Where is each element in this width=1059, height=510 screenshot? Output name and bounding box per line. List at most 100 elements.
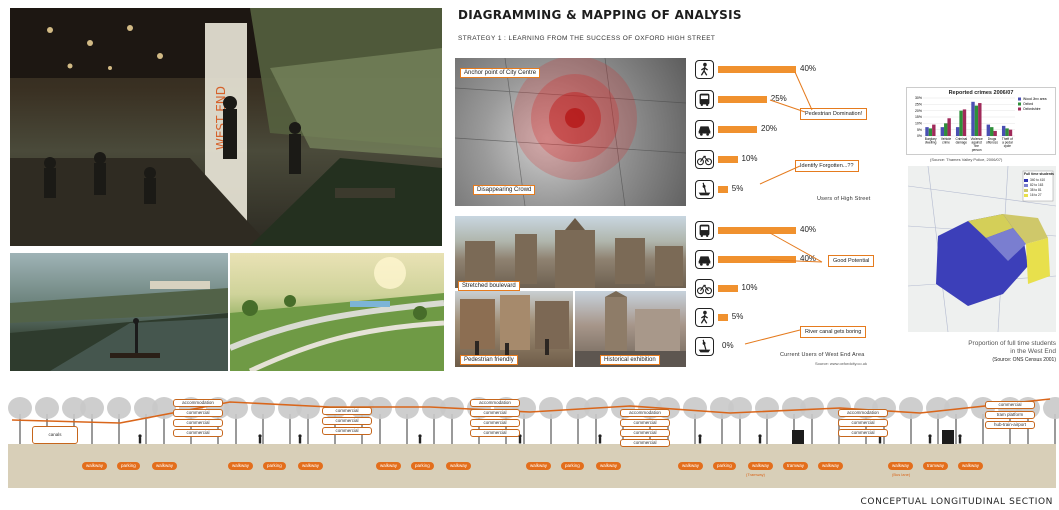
- callout-good-potential: Good Potential: [828, 255, 875, 267]
- crime-bar: [962, 109, 967, 136]
- section-stack-box: commercial: [322, 407, 372, 415]
- crime-bar: [944, 123, 948, 136]
- section-stack-box: commercial: [322, 427, 372, 435]
- street-overlay: [460, 295, 569, 357]
- bus-icon: [942, 430, 954, 444]
- section-ground-label: walkway: [228, 462, 254, 470]
- crime-bar: [978, 103, 982, 136]
- page-title: DIAGRAMMING & MAPPING OF ANALYSIS: [458, 8, 742, 22]
- tree-icon: [800, 397, 824, 444]
- walking-person-icon: [695, 60, 714, 79]
- label-anchor: Anchor point of City Centre: [460, 68, 541, 78]
- car-icon: [695, 250, 714, 269]
- crime-bar: [925, 127, 929, 136]
- section-ground-label: walkway: [376, 462, 402, 470]
- high-street-bar-label: 10%: [741, 154, 758, 163]
- section-stack-box: commercial: [620, 429, 670, 437]
- tree-icon: [539, 397, 563, 444]
- crime-bar: [940, 127, 945, 136]
- section-ground-label: walkway: [596, 462, 622, 470]
- section-stack-box: commercial: [173, 409, 223, 417]
- tree-icon: [224, 397, 248, 444]
- section-ground-label: parking: [411, 462, 434, 470]
- crime-category-label: Vehicle: [941, 137, 952, 141]
- person-icon: [598, 434, 602, 444]
- crime-category-label: a pedal: [1002, 141, 1013, 145]
- crime-ytick-label: 5%: [917, 128, 922, 132]
- map-legend-label: 82 to 163: [1030, 183, 1044, 187]
- tree-icon: [782, 397, 806, 444]
- high-street-bar: [718, 126, 757, 133]
- section-sub-label: (Bus lane): [892, 472, 911, 477]
- map-legend-swatch: [1024, 188, 1028, 192]
- bus-icon: [792, 430, 804, 444]
- callout-pedestrian-domination: Pedestrian Domination!: [800, 108, 868, 120]
- tree-icon: [899, 397, 923, 444]
- tree-icon: [8, 397, 32, 444]
- car-icon: [695, 120, 714, 139]
- render-illustration: [230, 257, 444, 371]
- street-photo-pedestrian: [455, 291, 573, 367]
- section-title: CONCEPTUAL LONGITUDINAL SECTION: [860, 497, 1053, 507]
- page-subtitle: STRATEGY 1 : LEARNING FROM THE SUCCESS O…: [458, 35, 716, 42]
- person-icon: [758, 434, 762, 444]
- boat-icon: [695, 337, 714, 356]
- section-stack-box: accommodation: [470, 399, 520, 407]
- tree-icon: [1043, 397, 1059, 444]
- tree-icon: [710, 397, 734, 444]
- render-illustration: [10, 281, 228, 371]
- crime-bar: [1008, 129, 1013, 136]
- west-end-source: Source: www.oxfordcity.co.uk: [815, 361, 867, 366]
- panorama-overlay: [465, 218, 683, 288]
- section-ground-label: parking: [713, 462, 736, 470]
- section-ground-label: walkway: [152, 462, 178, 470]
- map-legend-item: 16 to 27: [1024, 193, 1045, 197]
- map-legend-label: 16 to 27: [1030, 193, 1042, 197]
- section-ground-label: tramway: [783, 462, 809, 470]
- west-end-bar: [718, 256, 796, 263]
- west-end-bar: [718, 227, 796, 234]
- crime-bar: [993, 130, 997, 136]
- bus-icon: [695, 90, 714, 109]
- crime-category-label: damage: [956, 141, 968, 145]
- tree-icon: [80, 397, 104, 444]
- map-legend-label: 340 to 410: [1030, 178, 1046, 182]
- tree-icon: [755, 397, 779, 444]
- tree-icon: [107, 397, 131, 444]
- render-park-landscape: [230, 253, 444, 371]
- panorama-photo: [455, 216, 686, 288]
- label-crowd: Disappearing Crowd: [473, 185, 536, 195]
- crime-category-label: Theft of: [1002, 137, 1013, 141]
- aerial-photo: [455, 58, 686, 206]
- tree-icon: [422, 397, 446, 444]
- tree-icon: [440, 397, 464, 444]
- crime-bar: [947, 118, 951, 136]
- person-icon: [138, 434, 142, 444]
- section-ground-label: walkway: [678, 462, 704, 470]
- tree-icon: [683, 397, 707, 444]
- map-caption-source: (Source: ONS Census 2001): [992, 357, 1056, 363]
- section-stack-box: commercial: [173, 419, 223, 427]
- callout-identify-forgotten: Identify Forgotten...??: [795, 160, 859, 172]
- map-legend-item: 340 to 410: [1024, 178, 1045, 182]
- section-stack-box: accommodation: [620, 409, 670, 417]
- crime-category-label: Violence: [971, 137, 983, 141]
- crime-category-label: crime: [942, 141, 950, 145]
- map-caption-line-1: Proportion of full time students: [968, 340, 1056, 347]
- render-punting-canal: [10, 253, 228, 371]
- section-stack-box: commercial: [470, 419, 520, 427]
- person-icon: [298, 434, 302, 444]
- tree-icon: [944, 397, 968, 444]
- person-icon: [258, 434, 262, 444]
- bicycle-icon: [695, 279, 714, 298]
- high-street-bar: [718, 156, 738, 163]
- callout-river-canal-boring: River canal gets boring: [800, 326, 867, 338]
- section-ground-label: parking: [263, 462, 286, 470]
- crime-bar: [955, 127, 960, 136]
- label-pedestrian: Pedestrian friendly: [460, 355, 518, 365]
- west-end-caption: Current Users of West End Area: [780, 352, 865, 358]
- section-ground-label: walkway: [958, 462, 984, 470]
- map-caption-line-2: in the West End: [1010, 348, 1056, 355]
- crime-ytick-label: 25%: [915, 103, 922, 107]
